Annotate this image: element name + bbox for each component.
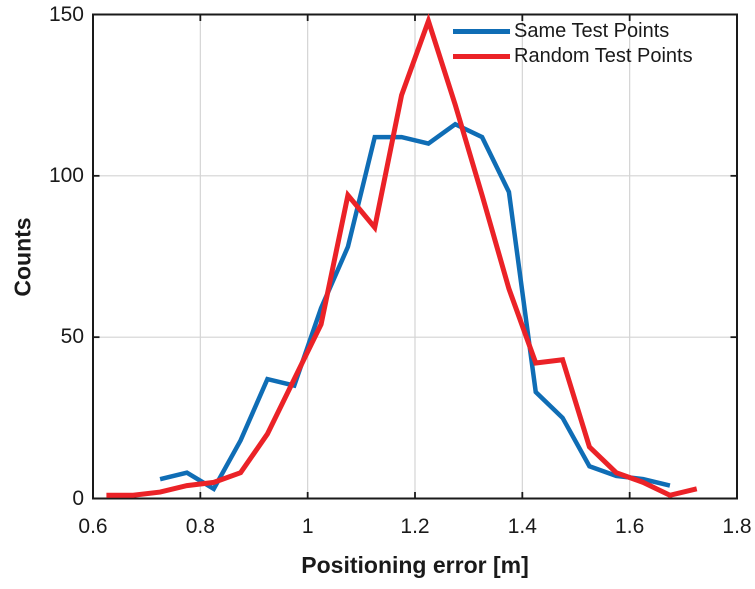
x-tick-label: 1.2 [400, 515, 430, 538]
y-tick-label: 100 [48, 163, 84, 187]
x-tick-label: 0.6 [78, 515, 108, 538]
y-tick-label: 0 [72, 486, 84, 510]
legend-label-same-test-points: Same Test Points [514, 20, 670, 42]
x-tick-label: 1.6 [615, 515, 645, 538]
series-line-same-test-points [159, 121, 671, 492]
legend-line-blue-icon [453, 29, 510, 34]
series-line-random-test-points [106, 13, 698, 498]
x-tick-label: 0.8 [185, 515, 215, 538]
legend-label-random-test-points: Random Test Points [514, 45, 693, 67]
y-tick-label: 150 [48, 2, 84, 26]
legend-item-random-test-points: Random Test Points [453, 44, 693, 69]
x-tick-label: 1.4 [507, 515, 537, 538]
legend-item-same-test-points: Same Test Points [453, 19, 693, 44]
x-axis-label: Positioning error [m] [301, 552, 529, 578]
x-tick-label: 1 [301, 515, 314, 538]
legend: Same Test Points Random Test Points [453, 19, 693, 69]
y-axis-label: Counts [9, 217, 36, 297]
legend-line-red-icon [453, 54, 510, 59]
x-tick-label: 1.8 [722, 515, 752, 538]
y-tick-label: 50 [60, 325, 84, 349]
